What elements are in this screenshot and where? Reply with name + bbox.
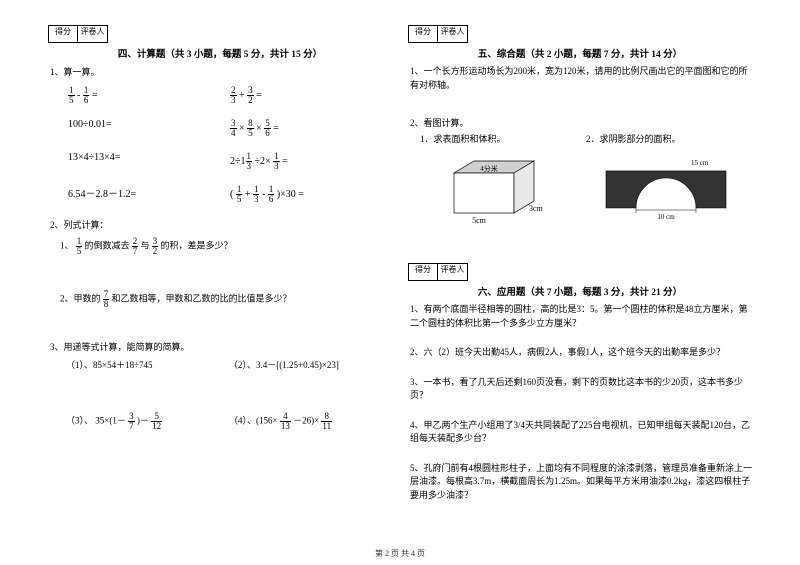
calc-row-2: 100÷0.01= 34 × 85 × 56 =	[68, 119, 392, 138]
cuboid-diagram: 4分米 5cm 3cm	[408, 153, 580, 230]
score-box-6: 得分 评卷人	[408, 263, 468, 281]
grader-cell: 评卷人	[438, 25, 468, 43]
arch-bottom-label: 10 cm	[657, 213, 675, 221]
score-box-4: 得分 评卷人	[48, 25, 108, 43]
q6-5: 5、孔府门前有4根圆柱形柱子，上面均有不同程度的涂漆剥落，管理员准备重新涂上一层…	[410, 462, 752, 503]
section4-title: 四、计算题（共 3 小题，每题 5 分，共计 15 分）	[48, 46, 392, 60]
q5-2-2: 2．求阴影部分的面积。	[586, 132, 752, 145]
calc-2b: 34 × 85 × 56 =	[230, 119, 392, 138]
cuboid-d-label: 3cm	[529, 204, 544, 213]
q5-1: 1、一个长方形运动场长为200米，宽为120米，请用的比例尺画出它的平面图和它的…	[410, 65, 752, 92]
arch-diagram: 15 cm 10 cm	[580, 153, 752, 230]
calc-row-4: 6.54－2.8－1.2= ( 15 + 13 - 16 )×30 =	[68, 185, 392, 204]
score-cell: 得分	[408, 263, 438, 281]
section5-header-row: 得分 评卷人	[408, 25, 752, 46]
left-column: 得分 评卷人 四、计算题（共 3 小题，每题 5 分，共计 15 分） 1、算一…	[40, 25, 400, 550]
q4-3-2: （2）、3.4－[(1.25+0.45)×23]	[229, 358, 392, 371]
eq: =	[256, 90, 262, 101]
calc-3b: 2÷113 ÷2× 13 =	[230, 152, 392, 171]
calc-1b: 23 + 32 =	[230, 86, 392, 105]
right-column: 得分 评卷人 五、综合题（共 2 小题，每题 7 分，共计 14 分） 1、一个…	[400, 25, 760, 550]
q6-3: 3、一本书，看了几天后还剩160页没看，剩下的页数比这本书的少20页，这本书多少…	[410, 376, 752, 403]
section4-header-row: 得分 评卷人	[48, 25, 392, 46]
q4-3-row2: （3）、 35×(1－ 37 )－ 512 （4）、(156× 413 －26)…	[66, 412, 392, 431]
eq: =	[92, 90, 98, 101]
calc-row-3: 13×4÷13×4= 2÷113 ÷2× 13 =	[68, 152, 392, 171]
arch-icon: 15 cm 10 cm	[596, 153, 736, 223]
score-cell: 得分	[48, 25, 78, 43]
q6-4: 4、甲乙两个生产小组用了3/4天共同装配了225台电视机，已知甲组每天装配120…	[410, 419, 752, 446]
arch-top-label: 15 cm	[691, 159, 709, 167]
calc-4b: ( 15 + 13 - 16 )×30 =	[230, 185, 392, 204]
section6-title: 六、应用题（共 7 小题，每题 3 分，共计 21 分）	[408, 284, 752, 298]
diagram-row: 4分米 5cm 3cm 15 cm 10 cm	[408, 153, 752, 230]
q6-1: 1、有两个底面半径相等的圆柱，高的比是3：5。第一个圆柱的体积是48立方厘米，第…	[410, 303, 752, 330]
q4-3-label: 3、用递等式计算，能简算的简算。	[50, 340, 392, 353]
q6-2: 2、六（2）班今天出勤45人，病假2人，事假1人，这个班今天的出勤率是多少？	[410, 346, 752, 360]
q4-3-row1: （1）、85×54＋18÷745 （2）、3.4－[(1.25+0.45)×23…	[66, 358, 392, 371]
grader-cell: 评卷人	[438, 263, 468, 281]
calc-2a: 100÷0.01=	[68, 119, 230, 138]
cuboid-h-label: 4分米	[480, 164, 498, 173]
grader-cell: 评卷人	[78, 25, 108, 43]
calc-3a: 13×4÷13×4=	[68, 152, 230, 171]
q4-2-label: 2、列式计算：	[50, 218, 392, 231]
calc-row-1: 15 - 16 = 23 + 32 =	[68, 86, 392, 105]
plus: +	[239, 90, 245, 101]
section6-header-row: 得分 评卷人	[408, 263, 752, 284]
calc-4a: 6.54－2.8－1.2=	[68, 185, 230, 204]
page-footer: 第 2 页 共 4 页	[0, 548, 800, 559]
calc-1a: 15 - 16 =	[68, 86, 230, 105]
q4-3-3: （3）、 35×(1－ 37 )－ 512	[66, 412, 229, 431]
score-box-5: 得分 评卷人	[408, 25, 468, 43]
q5-2-1: 1．求表面积和体积。	[420, 132, 586, 145]
cuboid-icon: 4分米 5cm 3cm	[439, 153, 549, 228]
score-cell: 得分	[408, 25, 438, 43]
minus: -	[77, 90, 80, 101]
cuboid-w-label: 5cm	[472, 216, 487, 225]
section5-title: 五、综合题（共 2 小题，每题 7 分，共计 14 分）	[408, 46, 752, 60]
q4-1-label: 1、算一算。	[50, 65, 392, 78]
q4-3-4: （4）、(156× 413 －26)× 811	[229, 412, 392, 431]
q4-2-1: 1、 15 的倒数减去 27 与 32 的积，差是多少？	[60, 237, 392, 256]
q4-3-1: （1）、85×54＋18÷745	[66, 358, 229, 371]
q4-2-2: 2、甲数的 78 和乙数相等，甲数和乙数的比的比值是多少？	[60, 290, 392, 309]
q5-2-label: 2、看图计算。	[410, 116, 752, 129]
q5-2-subrow: 1．求表面积和体积。 2．求阴影部分的面积。	[420, 132, 752, 145]
